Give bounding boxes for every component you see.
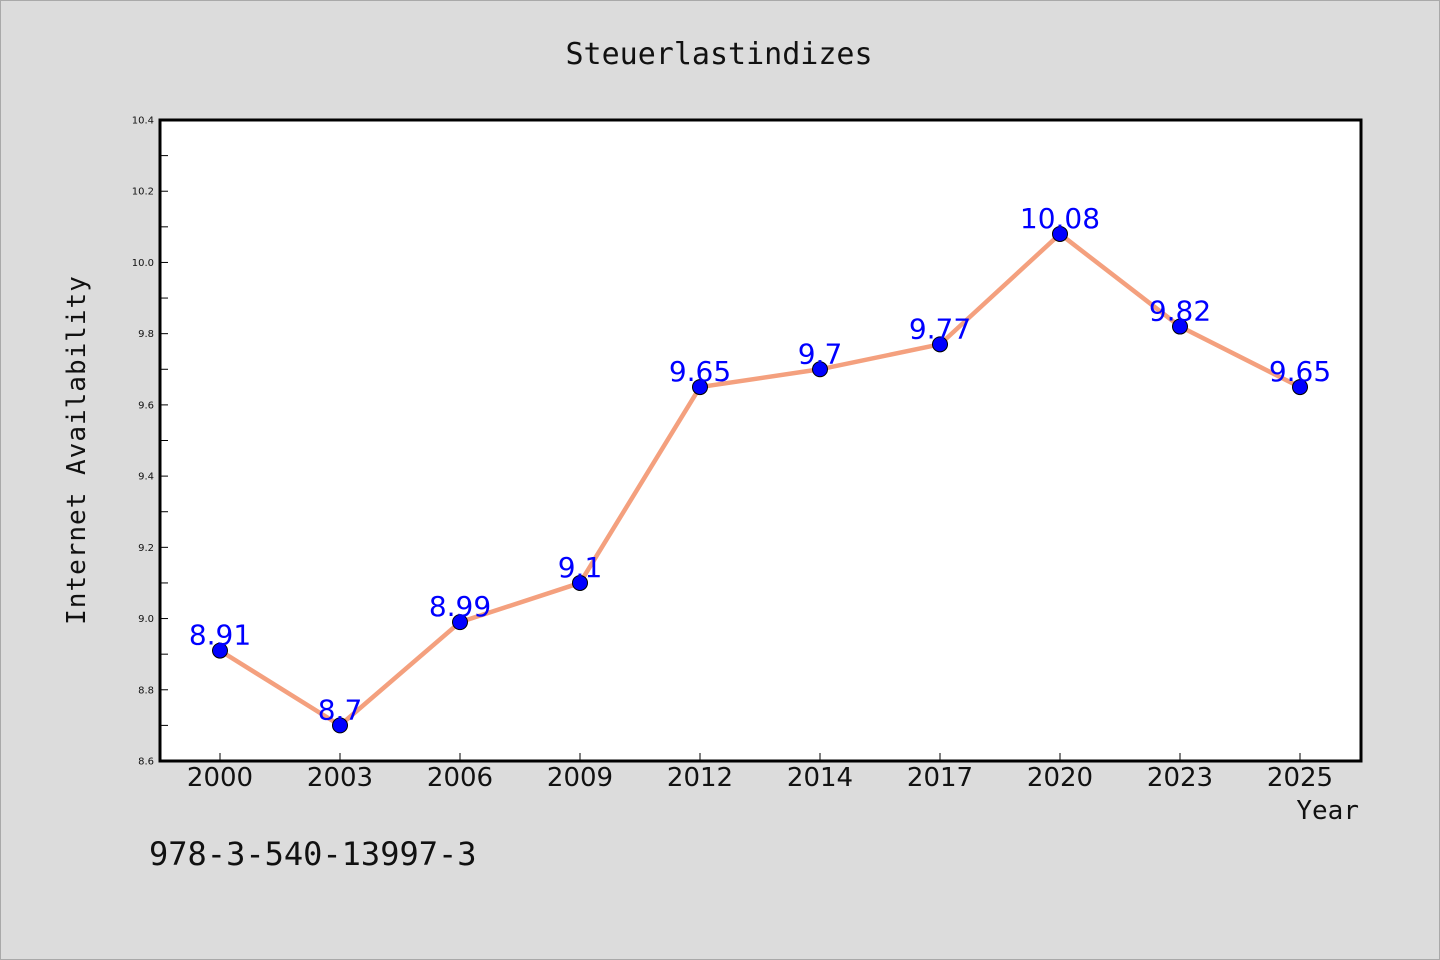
data-label: 9.77 xyxy=(909,312,971,345)
y-tick-label: 10.4 xyxy=(132,116,154,127)
y-tick-label: 8.6 xyxy=(138,757,154,768)
x-axis-label: Year xyxy=(1296,796,1359,826)
data-point xyxy=(1292,379,1308,396)
x-tick-label: 2017 xyxy=(907,763,973,793)
data-point xyxy=(572,574,588,591)
x-tick-label: 2000 xyxy=(187,763,253,793)
x-tick-label: 2003 xyxy=(307,763,373,793)
y-tick-label: 9.2 xyxy=(138,543,154,554)
y-tick-label: 9.6 xyxy=(138,400,154,411)
y-tick-label: 10.0 xyxy=(132,258,154,269)
x-tick-label: 2020 xyxy=(1027,763,1093,793)
data-point xyxy=(452,614,468,631)
chart-title: Steuerlastindizes xyxy=(565,37,872,72)
y-axis-label: Internet Availability xyxy=(62,275,92,625)
y-tick-label: 9.4 xyxy=(138,472,154,483)
series-line xyxy=(217,231,1303,728)
x-axis: 2000 2003 2006 2009 2012 2014 2017 2020 2023 2025 xyxy=(187,753,1333,793)
footnote-isbn: 978-3-540-13997-3 xyxy=(149,835,477,873)
x-tick-label: 2009 xyxy=(547,763,613,793)
data-label: 9.65 xyxy=(669,355,731,388)
data-label: 10.08 xyxy=(1020,202,1100,235)
data-label: 8.99 xyxy=(429,590,491,623)
data-label: 9.82 xyxy=(1149,295,1211,328)
data-point xyxy=(932,336,948,353)
data-point xyxy=(212,642,228,659)
plot-area xyxy=(158,118,1363,763)
data-label: 8.91 xyxy=(189,619,251,652)
y-axis: 8.6 8.8 9.0 9.2 9.4 9.6 9.8 10.0 10.2 10.4 xyxy=(132,116,168,768)
data-point xyxy=(1052,225,1068,242)
x-tick-label: 2014 xyxy=(787,763,853,793)
y-tick-label: 9.8 xyxy=(138,329,154,340)
x-tick-label: 2025 xyxy=(1267,763,1333,793)
data-label: 9.65 xyxy=(1269,355,1331,388)
data-point xyxy=(1172,318,1188,335)
data-label: 9.1 xyxy=(558,551,603,584)
y-tick-label: 8.8 xyxy=(138,685,154,696)
data-label: 8.7 xyxy=(318,693,363,726)
y-tick-label: 10.2 xyxy=(132,187,154,198)
y-tick-label: 9.0 xyxy=(138,614,154,625)
data-point xyxy=(692,379,708,396)
x-tick-label: 2006 xyxy=(427,763,493,793)
x-tick-label: 2012 xyxy=(667,763,733,793)
series-group: 8.91 8.7 8.99 9.1 9.65 9.7 9.77 10.08 9.82 9.65 xyxy=(189,202,1331,734)
data-point xyxy=(332,717,348,734)
data-label: 9.7 xyxy=(798,337,843,370)
data-point xyxy=(812,361,828,378)
x-tick-label: 2023 xyxy=(1147,763,1213,793)
